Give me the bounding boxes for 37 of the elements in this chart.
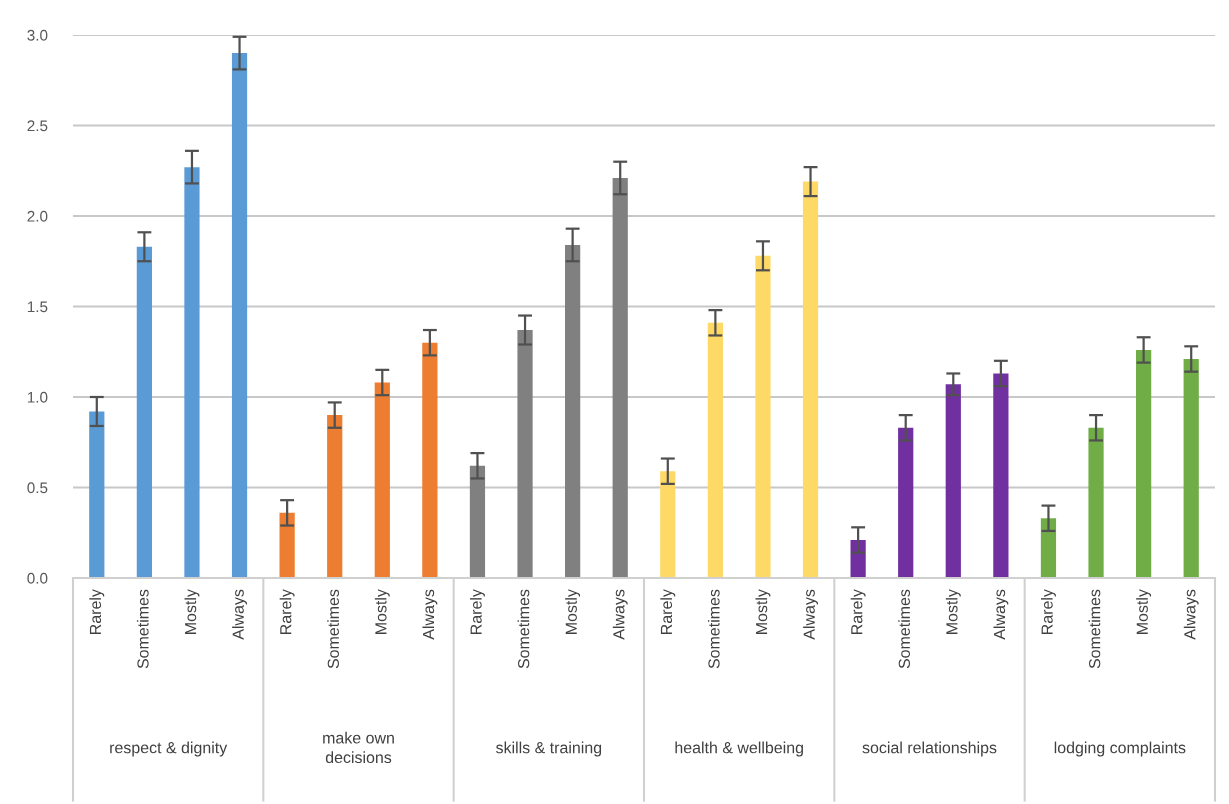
- y-tick-label: 1.5: [27, 301, 48, 313]
- x-tick-label: Rarely: [660, 589, 676, 634]
- x-tick-label: Sometimes: [327, 589, 339, 669]
- x-tick-label: Rarely: [470, 589, 485, 634]
- x-tick-label: Always: [1183, 589, 1199, 640]
- x-tick-label: Always: [993, 589, 1009, 640]
- text: social relationships: [862, 741, 997, 757]
- x-tick-label: Always: [232, 589, 247, 640]
- y-tick-label: 0.0: [27, 572, 48, 584]
- y-tick-label: 0.5: [27, 482, 48, 494]
- x-tick-label: Sometimes: [707, 589, 720, 669]
- text: respect & dignity: [110, 741, 228, 757]
- text: lodging complaints: [1054, 741, 1186, 757]
- x-tick-label: Sometimes: [1088, 589, 1101, 669]
- text: skills & training: [496, 741, 602, 757]
- y-tick-label: 1.0: [27, 391, 48, 403]
- y-tick-label: 2.0: [27, 210, 48, 222]
- x-tick-label: Sometimes: [136, 589, 149, 669]
- text: health & wellbeing: [675, 741, 803, 757]
- y-tick-label: 2.5: [27, 120, 48, 132]
- x-tick-label: Mostly: [374, 589, 390, 634]
- x-tick-label: Mostly: [945, 589, 961, 634]
- x-tick-label: Sometimes: [898, 589, 910, 669]
- x-tick-label: Always: [612, 589, 628, 640]
- x-tick-label: Sometimes: [517, 589, 530, 669]
- x-tick-label: Rarely: [1041, 589, 1056, 634]
- x-tick-label: Mostly: [755, 589, 771, 634]
- x-tick-label: Always: [803, 589, 818, 640]
- x-tick-label: Rarely: [279, 589, 295, 634]
- x-tick-label: Mostly: [1136, 589, 1152, 634]
- x-tick-label: Mostly: [184, 589, 200, 634]
- x-tick-label: Rarely: [89, 589, 105, 634]
- x-tick-label: Always: [422, 589, 438, 640]
- text: make own decisions: [323, 731, 394, 764]
- x-tick-label: Rarely: [850, 589, 866, 634]
- x-tick-label: Mostly: [565, 589, 581, 634]
- y-tick-label: 3.0: [27, 29, 48, 41]
